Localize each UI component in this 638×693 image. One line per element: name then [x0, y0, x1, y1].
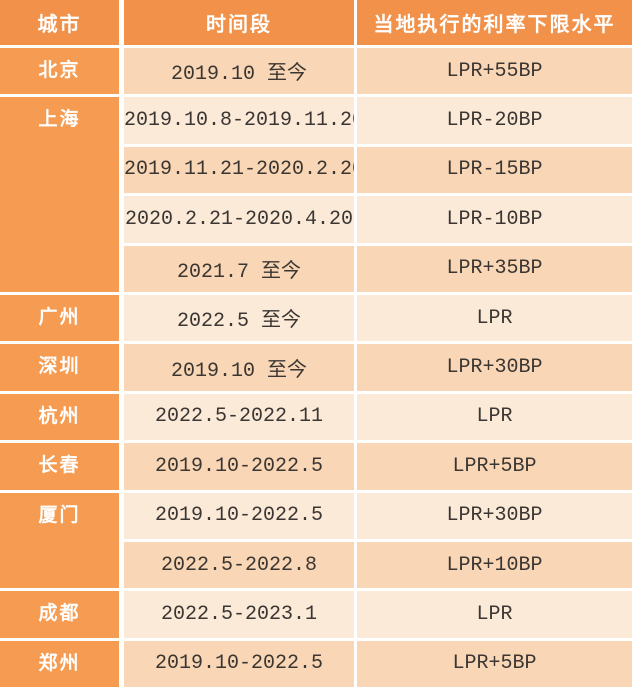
- rate-cell: LPR+10BP: [357, 541, 632, 592]
- period-cell: 2022.5-2022.8: [124, 541, 357, 592]
- rate-cell: LPR+5BP: [357, 640, 632, 691]
- table-body: 北京 2019.10 至今 LPR+55BP 上海 2019.10.8-2019.11.…: [0, 48, 632, 691]
- city-cell: 北京: [0, 48, 124, 98]
- rate-cell: LPR-20BP: [357, 97, 632, 147]
- period-cell: 2019.10-2022.5: [124, 443, 357, 493]
- period-cell: 2019.10-2022.5: [124, 640, 357, 691]
- table-row: 北京 2019.10 至今 LPR+55BP: [0, 48, 632, 98]
- table-row: 2020.2.21-2020.4.20 LPR-10BP: [0, 196, 632, 246]
- city-cell: 广州: [0, 294, 124, 345]
- rate-cell: LPR+5BP: [357, 443, 632, 493]
- city-cell: 厦门: [0, 492, 124, 592]
- rate-cell: LPR+35BP: [357, 245, 632, 295]
- header-rate: 当地执行的利率下限水平: [357, 0, 632, 48]
- period-cell: 2022.5 至今: [124, 294, 357, 345]
- table-row: 广州 2022.5 至今 LPR: [0, 294, 632, 345]
- header-period: 时间段: [124, 0, 357, 48]
- period-cell: 2022.5-2023.1: [124, 591, 357, 641]
- table-row: 长春 2019.10-2022.5 LPR+5BP: [0, 443, 632, 493]
- table-row: 杭州 2022.5-2022.11 LPR: [0, 393, 632, 444]
- period-cell: 2022.5-2022.11: [124, 393, 357, 444]
- rate-cell: LPR: [357, 591, 632, 641]
- rate-cell: LPR-15BP: [357, 146, 632, 197]
- table-row: 成都 2022.5-2023.1 LPR: [0, 591, 632, 641]
- header-city: 城市: [0, 0, 124, 48]
- period-cell: 2019.10 至今: [124, 344, 357, 394]
- rate-cell: LPR: [357, 393, 632, 444]
- period-cell: 2019.10.8-2019.11.20: [124, 97, 357, 147]
- city-cell: 长春: [0, 443, 124, 493]
- rate-cell: LPR+30BP: [357, 492, 632, 542]
- table-row: 上海 2019.10.8-2019.11.20 LPR-20BP: [0, 97, 632, 295]
- table-row: 郑州 2019.10-2022.5 LPR+5BP: [0, 640, 632, 691]
- table-row: 2019.11.21-2020.2.20 LPR-15BP: [0, 146, 632, 197]
- period-cell: 2019.10-2022.5: [124, 492, 357, 542]
- period-cell: 2020.2.21-2020.4.20: [124, 196, 357, 246]
- period-cell: 2019.11.21-2020.2.20: [124, 146, 357, 197]
- city-cell: 郑州: [0, 640, 124, 691]
- table-row: 2022.5-2022.8 LPR+10BP: [0, 541, 632, 592]
- city-cell: 上海: [0, 97, 124, 295]
- table-row: 深圳 2019.10 至今 LPR+30BP: [0, 344, 632, 394]
- rate-cell: LPR-10BP: [357, 196, 632, 246]
- table-row: 厦门 2019.10-2022.5 LPR+30BP: [0, 492, 632, 592]
- table-row: 2021.7 至今 LPR+35BP: [0, 245, 632, 295]
- rate-cell: LPR+30BP: [357, 344, 632, 394]
- rate-cell: LPR+55BP: [357, 48, 632, 98]
- header-row: 城市 时间段 当地执行的利率下限水平: [0, 0, 632, 48]
- city-cell: 深圳: [0, 344, 124, 394]
- rate-cell: LPR: [357, 294, 632, 345]
- period-cell: 2019.10 至今: [124, 48, 357, 98]
- period-cell: 2021.7 至今: [124, 245, 357, 295]
- city-cell: 杭州: [0, 393, 124, 444]
- city-cell: 成都: [0, 591, 124, 641]
